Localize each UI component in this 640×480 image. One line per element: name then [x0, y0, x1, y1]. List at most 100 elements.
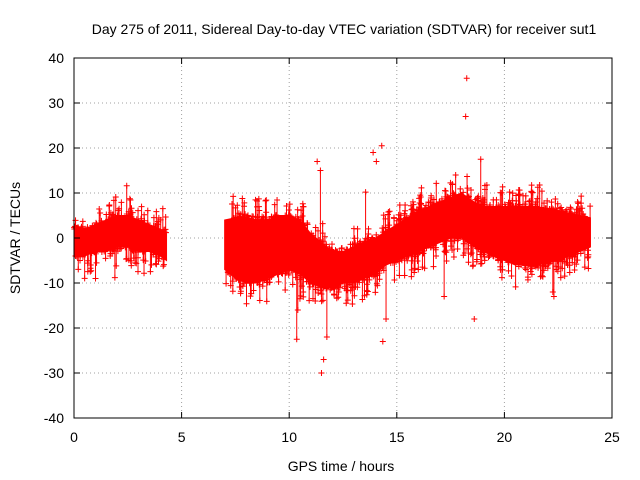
data-point — [481, 182, 488, 189]
outlier-point — [378, 142, 385, 149]
data-point — [75, 266, 82, 273]
data-point — [314, 284, 321, 291]
data-point — [418, 184, 425, 191]
data-point — [454, 245, 461, 252]
data-point — [396, 272, 403, 279]
data-point — [241, 203, 248, 210]
data-point — [115, 207, 122, 214]
data-point — [403, 214, 410, 221]
data-point — [359, 296, 366, 303]
data-point — [286, 201, 293, 208]
data-point — [505, 267, 512, 274]
outlier-point — [373, 158, 380, 165]
data-point — [141, 217, 148, 224]
data-point — [369, 235, 376, 242]
data-point — [79, 218, 86, 225]
outlier-point — [296, 295, 303, 302]
data-point — [573, 261, 580, 268]
data-point — [401, 272, 408, 279]
data-point — [127, 257, 134, 264]
data-point — [357, 240, 364, 247]
data-point — [490, 253, 497, 260]
data-point — [464, 173, 471, 180]
data-point — [127, 197, 134, 204]
data-point — [318, 298, 325, 305]
data-point — [85, 257, 92, 264]
data-point — [297, 292, 304, 299]
data-point — [336, 284, 343, 291]
x-tick-label: 5 — [178, 429, 186, 445]
data-point — [528, 262, 535, 269]
data-point — [539, 262, 546, 269]
data-point — [248, 290, 255, 297]
outlier-point — [383, 316, 390, 322]
outlier-point — [441, 293, 448, 300]
data-point — [84, 268, 91, 275]
data-point — [477, 251, 484, 258]
data-point — [578, 193, 585, 200]
data-point — [382, 228, 389, 235]
data-point — [93, 221, 100, 228]
y-axis-label: SDTVAR / TECUs — [7, 182, 23, 294]
data-point — [386, 208, 393, 215]
outlier-point — [294, 307, 301, 313]
data-point — [354, 278, 361, 285]
data-point — [308, 230, 315, 237]
data-point — [109, 212, 116, 219]
data-point — [513, 192, 520, 199]
data-point — [580, 247, 587, 254]
data-point — [391, 277, 398, 284]
data-point — [131, 246, 138, 253]
outlier-point — [123, 182, 130, 189]
data-point — [495, 202, 502, 209]
data-point — [516, 191, 523, 198]
data-point — [368, 272, 375, 279]
data-point — [110, 247, 117, 254]
data-point — [455, 235, 462, 242]
x-tick-label: 10 — [281, 429, 297, 445]
data-point — [135, 207, 142, 214]
data-point — [430, 245, 437, 252]
data-point — [408, 202, 415, 209]
data-point — [485, 254, 492, 261]
data-point — [254, 279, 261, 286]
data-point — [338, 245, 345, 252]
data-point — [428, 192, 435, 199]
data-point — [400, 217, 407, 224]
outlier-point — [462, 113, 469, 120]
data-point — [93, 219, 100, 226]
data-point — [549, 205, 556, 212]
data-point — [584, 254, 591, 261]
data-point — [352, 240, 359, 247]
data-point — [263, 298, 270, 305]
data-point — [153, 261, 160, 268]
data-point — [402, 202, 409, 209]
data-point — [365, 225, 372, 232]
data-point — [88, 267, 95, 274]
data-point — [417, 192, 424, 199]
data-point — [557, 274, 564, 281]
data-point — [567, 204, 574, 211]
data-point — [98, 217, 105, 224]
data-point — [335, 294, 342, 301]
data-point — [300, 293, 307, 300]
data-point — [319, 297, 326, 304]
data-point — [409, 198, 416, 205]
data-point — [436, 198, 443, 205]
data-point — [130, 255, 137, 262]
data-point — [522, 192, 529, 199]
data-point — [328, 247, 335, 254]
data-point — [263, 197, 270, 204]
data-point — [328, 241, 335, 248]
data-point — [532, 199, 539, 206]
data-point — [81, 275, 88, 282]
data-point — [396, 202, 403, 209]
data-point — [376, 276, 383, 283]
data-point — [421, 265, 428, 272]
data-point — [284, 268, 291, 275]
data-point — [403, 254, 410, 261]
data-point — [246, 280, 253, 287]
data-point — [379, 225, 386, 232]
data-point — [275, 278, 282, 285]
data-point — [508, 273, 515, 280]
